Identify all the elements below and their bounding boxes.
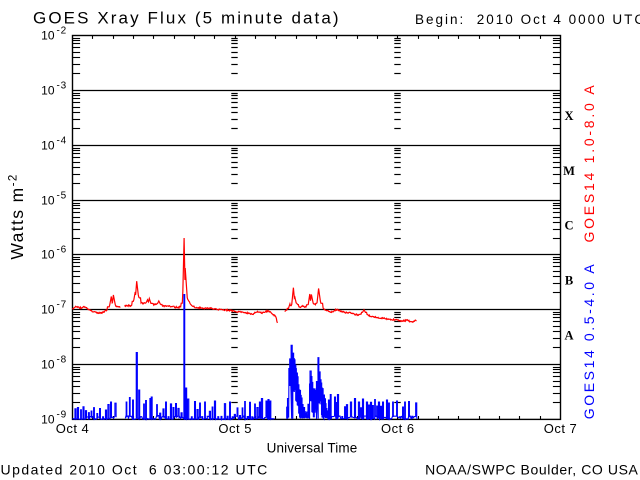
- svg-text:-4: -4: [57, 136, 68, 147]
- svg-text:Updated 2010 Oct 6 03:00:12 U: Updated 2010 Oct 6 03:00:12 UTC: [1, 461, 269, 477]
- svg-text:GOES14 1.0-8.0 A: GOES14 1.0-8.0 A: [581, 83, 597, 243]
- svg-text:Universal Time: Universal Time: [267, 441, 358, 456]
- svg-text:Oct 7: Oct 7: [544, 421, 578, 436]
- svg-text:GOES Xray Flux (5 minute data): GOES Xray Flux (5 minute data): [33, 9, 341, 28]
- svg-text:C: C: [564, 219, 573, 233]
- svg-text:NOAA/SWPC Boulder, CO USA: NOAA/SWPC Boulder, CO USA: [425, 461, 638, 477]
- svg-text:M: M: [563, 164, 575, 178]
- svg-text:GOES14 0.5-4.0 A: GOES14 0.5-4.0 A: [581, 262, 597, 420]
- svg-text:Begin: 2010 Oct 4 0000 UTC: Begin: 2010 Oct 4 0000 UTC: [415, 12, 640, 27]
- svg-text:Oct 4: Oct 4: [56, 421, 90, 436]
- svg-text:-2: -2: [57, 26, 68, 37]
- svg-text:Oct 5: Oct 5: [218, 421, 252, 436]
- svg-text:-8: -8: [57, 355, 68, 366]
- svg-text:Watts m-2: Watts m-2: [7, 173, 27, 259]
- svg-text:-5: -5: [57, 191, 68, 202]
- svg-text:10: 10: [41, 303, 55, 317]
- svg-text:-7: -7: [57, 300, 68, 311]
- svg-text:10: 10: [41, 139, 55, 153]
- svg-text:B: B: [565, 274, 573, 288]
- svg-text:10: 10: [41, 413, 55, 427]
- svg-text:Oct 6: Oct 6: [381, 421, 415, 436]
- svg-text:10: 10: [41, 358, 55, 372]
- svg-text:10: 10: [41, 29, 55, 43]
- svg-text:10: 10: [41, 84, 55, 98]
- svg-text:10: 10: [41, 248, 55, 262]
- svg-text:10: 10: [41, 194, 55, 208]
- svg-text:-3: -3: [57, 81, 68, 92]
- svg-text:-6: -6: [57, 245, 68, 256]
- svg-text:A: A: [564, 328, 573, 342]
- svg-text:X: X: [564, 109, 573, 123]
- svg-text:-9: -9: [57, 410, 68, 421]
